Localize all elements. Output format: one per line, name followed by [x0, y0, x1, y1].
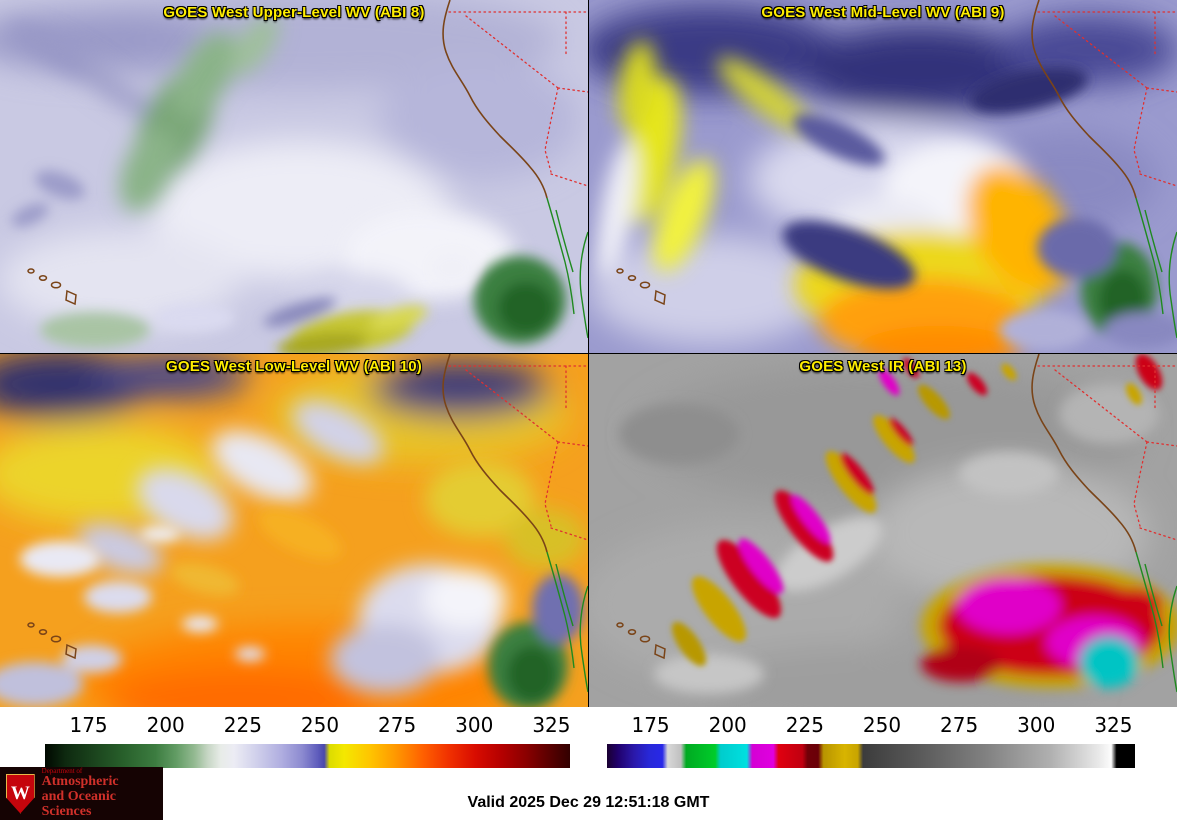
tick-label: 225: [223, 713, 262, 737]
panel-title-mid-wv: GOES West Mid-Level WV (ABI 9): [761, 4, 1005, 21]
tick-label: 225: [785, 713, 824, 737]
panel-grid: GOES West Upper-Level WV (ABI 8): [0, 0, 1177, 707]
tick-label: 325: [532, 713, 571, 737]
panel-low-wv: GOES West Low-Level WV (ABI 10): [0, 354, 588, 707]
tick-label: 300: [455, 713, 494, 737]
panel-title-ir: GOES West IR (ABI 13): [799, 358, 967, 375]
panel-title-upper-wv: GOES West Upper-Level WV (ABI 8): [163, 4, 425, 21]
tick-label: 250: [300, 713, 340, 737]
tick-label: 300: [1017, 713, 1056, 737]
satellite-image-ir: [589, 354, 1177, 707]
ir-colorbar-ticks: 175 200 225 250 275 300 325: [612, 710, 1152, 740]
valid-time: Valid 2025 Dec 29 12:51:18 GMT: [467, 794, 710, 811]
tick-label: 275: [378, 713, 417, 737]
logo-dept-line: Department of: [41, 766, 83, 775]
tick-label: 175: [69, 713, 108, 737]
panel-upper-wv: GOES West Upper-Level WV (ABI 8): [0, 0, 588, 353]
panel-mid-wv: GOES West Mid-Level WV (ABI 9): [589, 0, 1177, 353]
logo-name-line1: Atmospheric: [41, 774, 119, 790]
tick-label: 200: [146, 713, 185, 737]
ir-colorbar: [607, 744, 1135, 768]
bottom-strip: 175 200 225 250 275 300 325 175 200 225 …: [0, 707, 1177, 820]
satellite-image-mid-wv: [589, 0, 1177, 353]
tick-label: 275: [940, 713, 979, 737]
tick-label: 325: [1094, 713, 1133, 737]
tick-label: 175: [631, 713, 670, 737]
logo-name-line2: and Oceanic Sciences: [41, 788, 116, 819]
wv-colorbar: [45, 744, 570, 768]
wv-colorbar-ticks: 175 200 225 250 275 300 325: [50, 710, 590, 740]
tick-label: 250: [862, 713, 902, 737]
satellite-image-low-wv: [0, 354, 588, 707]
logo-text: Department of Atmospheric and Oceanic Sc…: [41, 766, 163, 819]
satellite-image-upper-wv: [0, 0, 588, 353]
panel-title-low-wv: GOES West Low-Level WV (ABI 10): [166, 358, 422, 375]
panel-ir: GOES West IR (ABI 13): [589, 354, 1177, 707]
tick-label: 200: [708, 713, 747, 737]
uw-aos-logo: W Department of Atmospheric and Oceanic …: [0, 767, 163, 820]
